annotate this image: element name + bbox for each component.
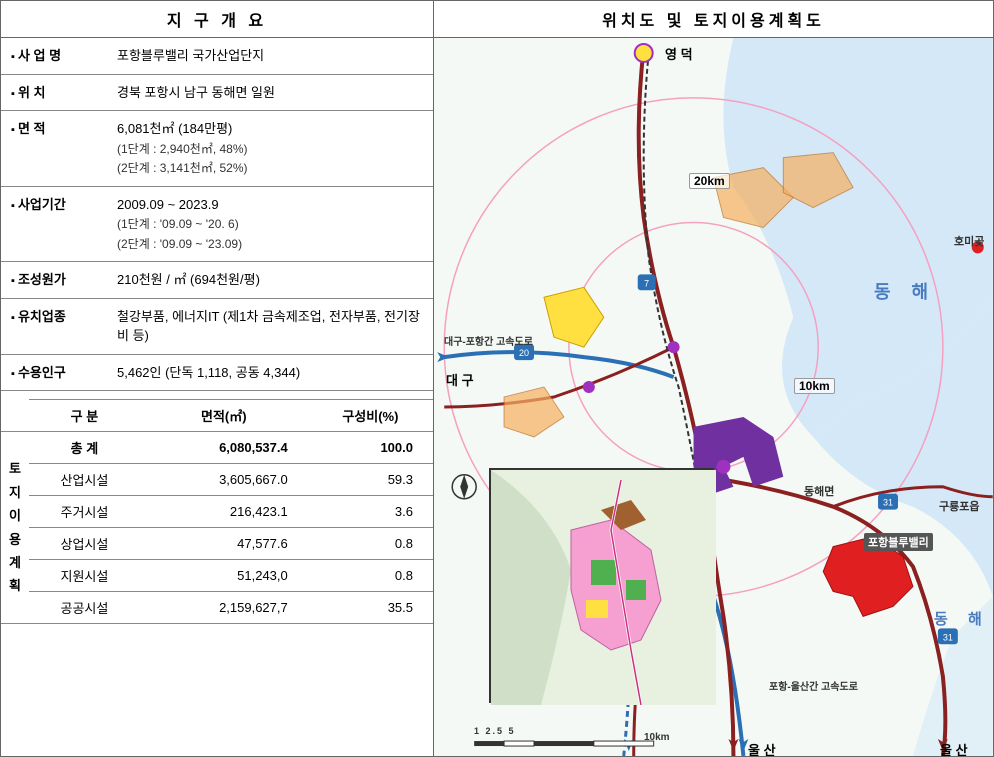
overview-label: 사업기간 [1,186,111,262]
overview-value: 경북 포항시 남구 동해면 일원 [111,74,433,111]
label-hoimgot: 호미곶 [954,233,984,249]
overview-label: 유치업종 [1,298,111,354]
sea-label-1: 동 해 [874,278,936,304]
landuse-ratio: 59.3 [308,464,433,496]
city-yeongdeok: 영 덕 [659,42,699,65]
inset-landuse-map [489,468,714,703]
scale-numbers: 1 2.5 5 [474,726,516,736]
city-ulsan-1: 울 산 [742,738,782,756]
label-donghae-myeon: 동해면 [804,483,834,499]
landuse-ratio: 0.8 [308,528,433,560]
landuse-area: 51,243,0 [140,560,308,592]
overview-label: 면 적 [1,111,111,187]
label-expressway-1: 대구-포항간 고속도로 [444,333,533,348]
landuse-col-area: 면적(㎡) [140,400,308,432]
landuse-total-area: 6,080,537.4 [140,432,308,464]
scale-10km: 10km [644,732,670,743]
landuse-area: 3,605,667.0 [140,464,308,496]
landuse-area: 216,423.1 [140,496,308,528]
dist-10km: 10km [794,378,835,394]
svg-text:20: 20 [519,348,529,358]
landuse-cat: 상업시설 [29,528,140,560]
overview-label: 수용인구 [1,354,111,391]
overview-value: 210천원 / ㎡ (694천원/평) [111,262,433,299]
landuse-vertical-label: 토지이용계획 [1,432,29,624]
right-panel: 위치도 및 토지이용계획도 [433,1,993,756]
landuse-col-ratio: 구성비(%) [308,400,433,432]
overview-label: 조성원가 [1,262,111,299]
overview-value: 6,081천㎡ (184만평)(1단계 : 2,940천㎡, 48%)(2단계 … [111,111,433,187]
dist-20km: 20km [689,173,730,189]
overview-value: 철강부품, 에너지IT (제1차 금속제조업, 전자부품, 전기장비 등) [111,298,433,354]
landuse-ratio: 0.8 [308,560,433,592]
landuse-table: 구 분 면적(㎡) 구성비(%) 토지이용계획총 계6,080,537.4100… [1,399,433,624]
landuse-ratio: 35.5 [308,592,433,624]
overview-table: 사 업 명포항블루밸리 국가산업단지위 치경북 포항시 남구 동해면 일원면 적… [1,38,433,391]
sea-label-2: 동 해 [934,608,990,629]
overview-label: 사 업 명 [1,38,111,74]
landuse-total-ratio: 100.0 [308,432,433,464]
map-area: 7 20 31 31 14 [434,38,993,756]
overview-value: 포항블루밸리 국가산업단지 [111,38,433,74]
svg-text:7: 7 [644,278,649,288]
landuse-total-cat: 총 계 [29,432,140,464]
landuse-cat: 산업시설 [29,464,140,496]
city-ulsan-2: 울 산 [934,738,974,756]
landuse-cat: 주거시설 [29,496,140,528]
map-header: 위치도 및 토지이용계획도 [434,1,993,38]
overview-header: 지 구 개 요 [1,1,433,38]
landuse-ratio: 3.6 [308,496,433,528]
left-panel: 지 구 개 요 사 업 명포항블루밸리 국가산업단지위 치경북 포항시 남구 동… [1,1,433,756]
label-guryong: 구룡포읍 [939,498,979,514]
landuse-area: 47,577.6 [140,528,308,560]
main-container: 지 구 개 요 사 업 명포항블루밸리 국가산업단지위 치경북 포항시 남구 동… [0,0,994,757]
label-expressway-2: 포항-울산간 고속도로 [769,678,858,693]
svg-text:31: 31 [883,498,893,508]
city-daegu: 대 구 [440,368,480,391]
landuse-area: 2,159,627,7 [140,592,308,624]
label-site: 포항블루밸리 [864,533,933,551]
overview-value: 5,462인 (단독 1,118, 공동 4,344) [111,354,433,391]
overview-value: 2009.09 ~ 2023.9(1단계 : '09.09 ~ '20. 6)(… [111,186,433,262]
landuse-col-cat: 구 분 [29,400,140,432]
overview-label: 위 치 [1,74,111,111]
landuse-cat: 지원시설 [29,560,140,592]
landuse-cat: 공공시설 [29,592,140,624]
svg-text:31: 31 [943,632,953,642]
